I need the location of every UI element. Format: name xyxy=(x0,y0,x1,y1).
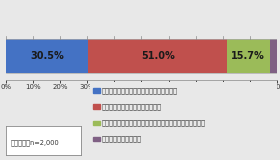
Bar xyxy=(6,39,88,73)
Text: 15.7%: 15.7% xyxy=(231,51,265,61)
Text: なんとなく聞いたことがあったが詳しくはわからなかった: なんとなく聞いたことがあったが詳しくはわからなかった xyxy=(101,120,205,126)
Text: 51.0%: 51.0% xyxy=(141,51,174,61)
Bar xyxy=(227,39,270,73)
Bar xyxy=(93,121,100,125)
Bar xyxy=(93,137,100,141)
Bar xyxy=(93,104,100,109)
Text: 聞いたこともなかった: 聞いたこともなかった xyxy=(101,136,141,142)
Text: 詳しくないが、名前は知っていた: 詳しくないが、名前は知っていた xyxy=(101,103,161,110)
Text: 単一回答：n=2,000: 単一回答：n=2,000 xyxy=(10,139,59,146)
Bar xyxy=(270,39,277,73)
Bar xyxy=(88,39,227,73)
Bar xyxy=(93,88,100,93)
Text: 30.5%: 30.5% xyxy=(30,51,64,61)
Text: よく知っていて、ある程度の説明もできた: よく知っていて、ある程度の説明もできた xyxy=(101,87,177,94)
